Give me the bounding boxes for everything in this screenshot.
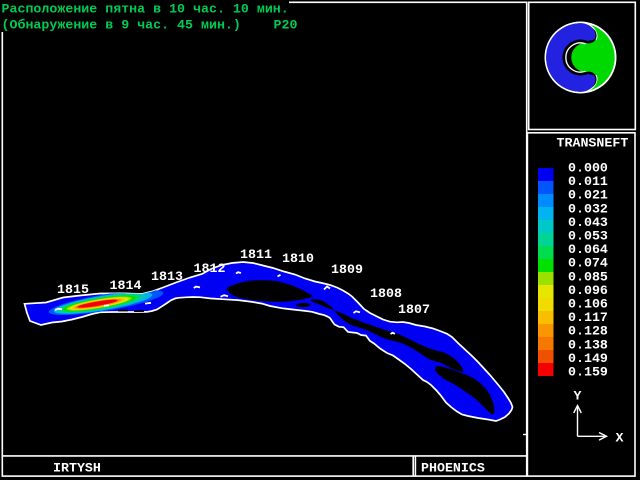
svg-text:(Обнаружение в 9 час. 45 мин.): (Обнаружение в 9 час. 45 мин.): [2, 18, 241, 33]
svg-text:1809: 1809: [331, 262, 363, 277]
svg-text:1808: 1808: [370, 286, 402, 301]
svg-text:Р20: Р20: [274, 18, 298, 33]
svg-text:0.085: 0.085: [568, 269, 608, 284]
svg-text:0.106: 0.106: [568, 297, 608, 312]
svg-text:1814: 1814: [110, 278, 142, 293]
svg-text:1812: 1812: [194, 261, 226, 276]
svg-text:1810: 1810: [282, 251, 314, 266]
svg-text:X: X: [616, 431, 624, 446]
svg-text:0.128: 0.128: [568, 324, 608, 339]
svg-text:0.021: 0.021: [568, 188, 608, 203]
svg-text:0.159: 0.159: [568, 365, 608, 380]
svg-text:0.053: 0.053: [568, 229, 608, 244]
svg-text:0.032: 0.032: [568, 201, 608, 216]
svg-text:1811: 1811: [240, 247, 272, 262]
svg-text:0.149: 0.149: [568, 351, 608, 366]
svg-text:1807: 1807: [398, 302, 430, 317]
svg-text:0.064: 0.064: [568, 242, 608, 257]
svg-text:0.117: 0.117: [568, 310, 608, 325]
svg-text:IRTYSH: IRTYSH: [53, 461, 101, 476]
svg-text:0.074: 0.074: [568, 256, 608, 271]
svg-text:0.011: 0.011: [568, 174, 608, 189]
svg-text:TRANSNEFT: TRANSNEFT: [557, 136, 629, 151]
svg-text:1815: 1815: [57, 282, 89, 297]
svg-text:Y: Y: [574, 389, 582, 404]
svg-text:PHOENICS: PHOENICS: [421, 461, 485, 476]
svg-text:1813: 1813: [151, 269, 183, 284]
svg-text:Расположение пятна в 10 час. 1: Расположение пятна в 10 час. 10 мин.: [2, 2, 289, 17]
svg-text:0.138: 0.138: [568, 337, 608, 352]
svg-text:0.000: 0.000: [568, 161, 608, 176]
svg-text:0.043: 0.043: [568, 215, 608, 230]
svg-text:0.096: 0.096: [568, 283, 608, 298]
